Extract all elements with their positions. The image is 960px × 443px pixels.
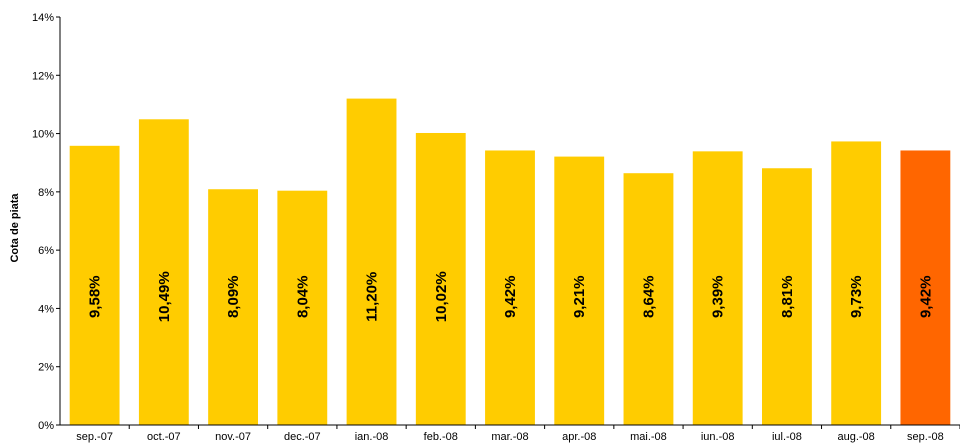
- bar-feb.-08: [415, 132, 466, 425]
- bar-mai.-08: [623, 173, 674, 425]
- data-label: 8,04%: [294, 275, 311, 318]
- bar-iul.-08: [762, 168, 812, 425]
- data-label: 11,20%: [364, 272, 381, 322]
- y-tick-label: 6%: [38, 245, 54, 257]
- bar-mar.-08: [485, 150, 535, 425]
- bar-series: [69, 98, 951, 425]
- data-label: 9,42%: [917, 275, 934, 318]
- x-tick-label: feb.-08: [424, 431, 458, 443]
- x-tick-label: aug.-08: [837, 431, 874, 443]
- x-tick-label: sep.-08: [907, 431, 944, 443]
- data-label: 10,49%: [156, 271, 173, 322]
- x-tick-label: mai.-08: [630, 431, 667, 443]
- bar-aug.-08: [831, 141, 882, 425]
- data-label: 9,58%: [87, 275, 104, 318]
- y-tick-label: 4%: [38, 303, 54, 315]
- y-tick-label: 10%: [32, 129, 54, 141]
- data-labels: 9,58% 10,49% 8,09% 8,04% 11,20% 10,02% 9,42% 9,…: [87, 271, 935, 322]
- data-label: 8,64%: [640, 275, 657, 318]
- bar-sep.-08: [900, 150, 951, 425]
- y-tick-label: 0%: [38, 420, 54, 432]
- x-tick-label: dec.-07: [284, 431, 321, 443]
- y-axis: 0% 2% 4% 6% 8% 10% 12% 14%: [32, 12, 61, 432]
- x-tick-label: oct.-07: [147, 431, 181, 443]
- bar-ian.-08: [346, 98, 397, 425]
- x-tick-label: nov.-07: [215, 431, 251, 443]
- x-tick-label: apr.-08: [562, 431, 596, 443]
- bar-oct.-07: [138, 119, 189, 425]
- data-label: 9,39%: [710, 275, 727, 318]
- y-tick-label: 2%: [38, 362, 54, 374]
- y-axis-title: Cota de piata: [9, 193, 21, 263]
- y-tick-label: 12%: [32, 70, 54, 82]
- x-tick-label: ian.-08: [355, 431, 389, 443]
- data-label: 9,42%: [502, 275, 519, 318]
- data-label: 9,73%: [848, 275, 865, 318]
- bar-dec.-07: [277, 190, 328, 425]
- bar-apr.-08: [554, 156, 605, 425]
- data-label: 8,09%: [225, 275, 242, 318]
- x-tick-label: mar.-08: [491, 431, 528, 443]
- bar-nov.-07: [208, 189, 258, 425]
- x-tick-label: iun.-08: [701, 431, 735, 443]
- bar-sep.-07: [69, 145, 120, 425]
- data-label: 8,81%: [779, 275, 796, 318]
- y-tick-label: 8%: [38, 187, 54, 199]
- x-tick-label: sep.-07: [76, 431, 113, 443]
- y-tick-label: 14%: [32, 12, 54, 24]
- bar-iun.-08: [692, 151, 743, 425]
- data-label: 10,02%: [433, 271, 450, 322]
- data-label: 9,21%: [571, 275, 588, 318]
- x-tick-label: iul.-08: [772, 431, 802, 443]
- x-axis: sep.-07 oct.-07 nov.-07 dec.-07 ian.-08 feb.-…: [60, 424, 960, 443]
